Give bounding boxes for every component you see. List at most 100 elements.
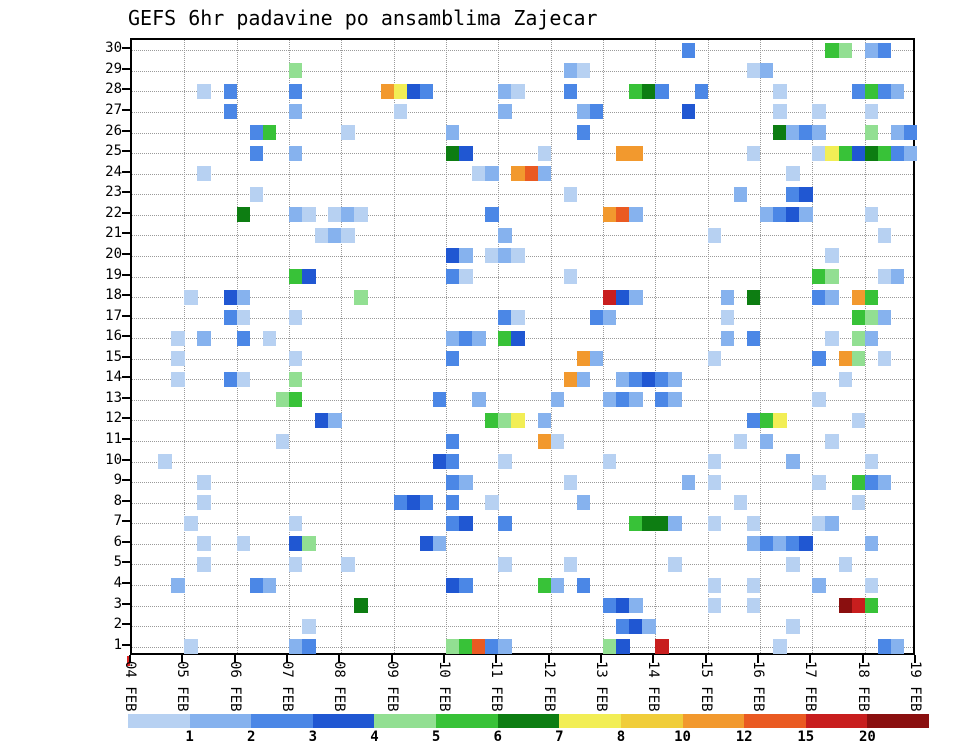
heatmap-cell bbox=[864, 598, 879, 614]
heatmap-cell bbox=[563, 63, 578, 79]
x-tick bbox=[233, 655, 236, 663]
heatmap-cell bbox=[262, 330, 277, 346]
heatmap-cell bbox=[236, 371, 251, 387]
colorbar-label: 4 bbox=[370, 729, 379, 742]
heatmap-cell bbox=[498, 83, 512, 99]
heatmap-cell bbox=[746, 145, 761, 161]
v-gridline bbox=[446, 40, 447, 653]
heatmap-cell bbox=[877, 351, 892, 367]
heatmap-cell bbox=[838, 42, 852, 58]
y-tick-label: 12 bbox=[105, 410, 122, 427]
heatmap-cell bbox=[733, 433, 748, 449]
heatmap-cell bbox=[812, 145, 826, 161]
heatmap-cell bbox=[812, 351, 826, 367]
h-gridline bbox=[132, 70, 913, 72]
heatmap-cell bbox=[197, 83, 211, 99]
y-tick bbox=[122, 602, 130, 605]
heatmap-cell bbox=[786, 556, 800, 572]
y-tick-label: 15 bbox=[105, 348, 122, 365]
heatmap-cell bbox=[655, 515, 669, 531]
heatmap-cell bbox=[890, 83, 905, 99]
y-tick-label: 26 bbox=[105, 122, 122, 139]
heatmap-cell bbox=[629, 515, 643, 531]
h-gridline bbox=[132, 482, 913, 484]
heatmap-cell bbox=[877, 310, 892, 326]
y-tick bbox=[122, 561, 130, 564]
heatmap-cell bbox=[511, 310, 525, 326]
colorbar-segment bbox=[251, 714, 314, 728]
heatmap-cell bbox=[498, 454, 512, 470]
heatmap-cell bbox=[498, 227, 512, 243]
y-tick bbox=[122, 150, 130, 153]
heatmap-cell bbox=[550, 577, 565, 593]
colorbar-segment bbox=[189, 714, 252, 728]
heatmap-cell bbox=[812, 269, 826, 285]
colorbar-segment bbox=[867, 714, 930, 728]
y-tick-label: 2 bbox=[113, 616, 122, 633]
heatmap-cell bbox=[890, 145, 905, 161]
heatmap-cell bbox=[746, 289, 761, 305]
heatmap-cell bbox=[655, 392, 669, 408]
heatmap-cell bbox=[786, 536, 800, 552]
heatmap-cell bbox=[289, 392, 303, 408]
heatmap-cell bbox=[328, 227, 342, 243]
heatmap-cell bbox=[681, 42, 695, 58]
heatmap-cell bbox=[746, 577, 761, 593]
colorbar-label: 15 bbox=[797, 729, 815, 742]
heatmap-cell bbox=[472, 330, 486, 346]
heatmap-cell bbox=[825, 42, 839, 58]
heatmap-cell bbox=[498, 104, 512, 120]
heatmap-cell bbox=[629, 371, 643, 387]
heatmap-cell bbox=[485, 495, 499, 511]
heatmap-cell bbox=[733, 495, 748, 511]
heatmap-cell bbox=[616, 639, 630, 655]
x-tick-label: 12 FEB bbox=[540, 661, 557, 712]
y-tick-label: 9 bbox=[113, 472, 122, 489]
heatmap-cell bbox=[446, 330, 460, 346]
heatmap-cell bbox=[877, 42, 892, 58]
heatmap-cell bbox=[825, 269, 839, 285]
colorbar-segment bbox=[374, 714, 437, 728]
heatmap-cell bbox=[589, 104, 604, 120]
heatmap-cell bbox=[851, 351, 866, 367]
h-gridline bbox=[132, 523, 913, 525]
x-tick-label: 06 FEB bbox=[226, 661, 243, 712]
heatmap-cell bbox=[851, 330, 866, 346]
heatmap-cell bbox=[158, 454, 172, 470]
heatmap-cell bbox=[275, 433, 290, 449]
heatmap-cell bbox=[616, 289, 630, 305]
heatmap-cell bbox=[289, 145, 303, 161]
heatmap-cell bbox=[851, 495, 866, 511]
y-tick bbox=[122, 232, 130, 235]
heatmap-cell bbox=[459, 145, 473, 161]
heatmap-cell bbox=[799, 536, 813, 552]
h-gridline bbox=[132, 50, 913, 52]
heatmap-cell bbox=[812, 392, 826, 408]
h-gridline bbox=[132, 214, 913, 216]
heatmap-cell bbox=[537, 166, 552, 182]
heatmap-cell bbox=[472, 166, 486, 182]
colorbar-label: 7 bbox=[555, 729, 564, 742]
heatmap-cell bbox=[563, 83, 578, 99]
heatmap-cell bbox=[773, 207, 787, 223]
heatmap-cell bbox=[642, 371, 656, 387]
heatmap-cell bbox=[302, 639, 316, 655]
heatmap-cell bbox=[746, 63, 761, 79]
heatmap-cell bbox=[262, 577, 277, 593]
heatmap-cell bbox=[498, 248, 512, 264]
y-tick bbox=[122, 108, 130, 111]
heatmap-cell bbox=[184, 289, 198, 305]
plot-area bbox=[130, 38, 918, 655]
v-gridline bbox=[236, 40, 238, 653]
heatmap-cell bbox=[406, 83, 421, 99]
y-tick-label: 28 bbox=[105, 81, 122, 98]
y-tick bbox=[122, 273, 130, 276]
heatmap-cell bbox=[655, 83, 669, 99]
heatmap-cell bbox=[524, 166, 538, 182]
heatmap-cell bbox=[629, 145, 643, 161]
heatmap-cell bbox=[576, 495, 591, 511]
y-tick bbox=[122, 438, 130, 441]
heatmap-cell bbox=[746, 412, 761, 428]
heatmap-cell bbox=[629, 598, 643, 614]
